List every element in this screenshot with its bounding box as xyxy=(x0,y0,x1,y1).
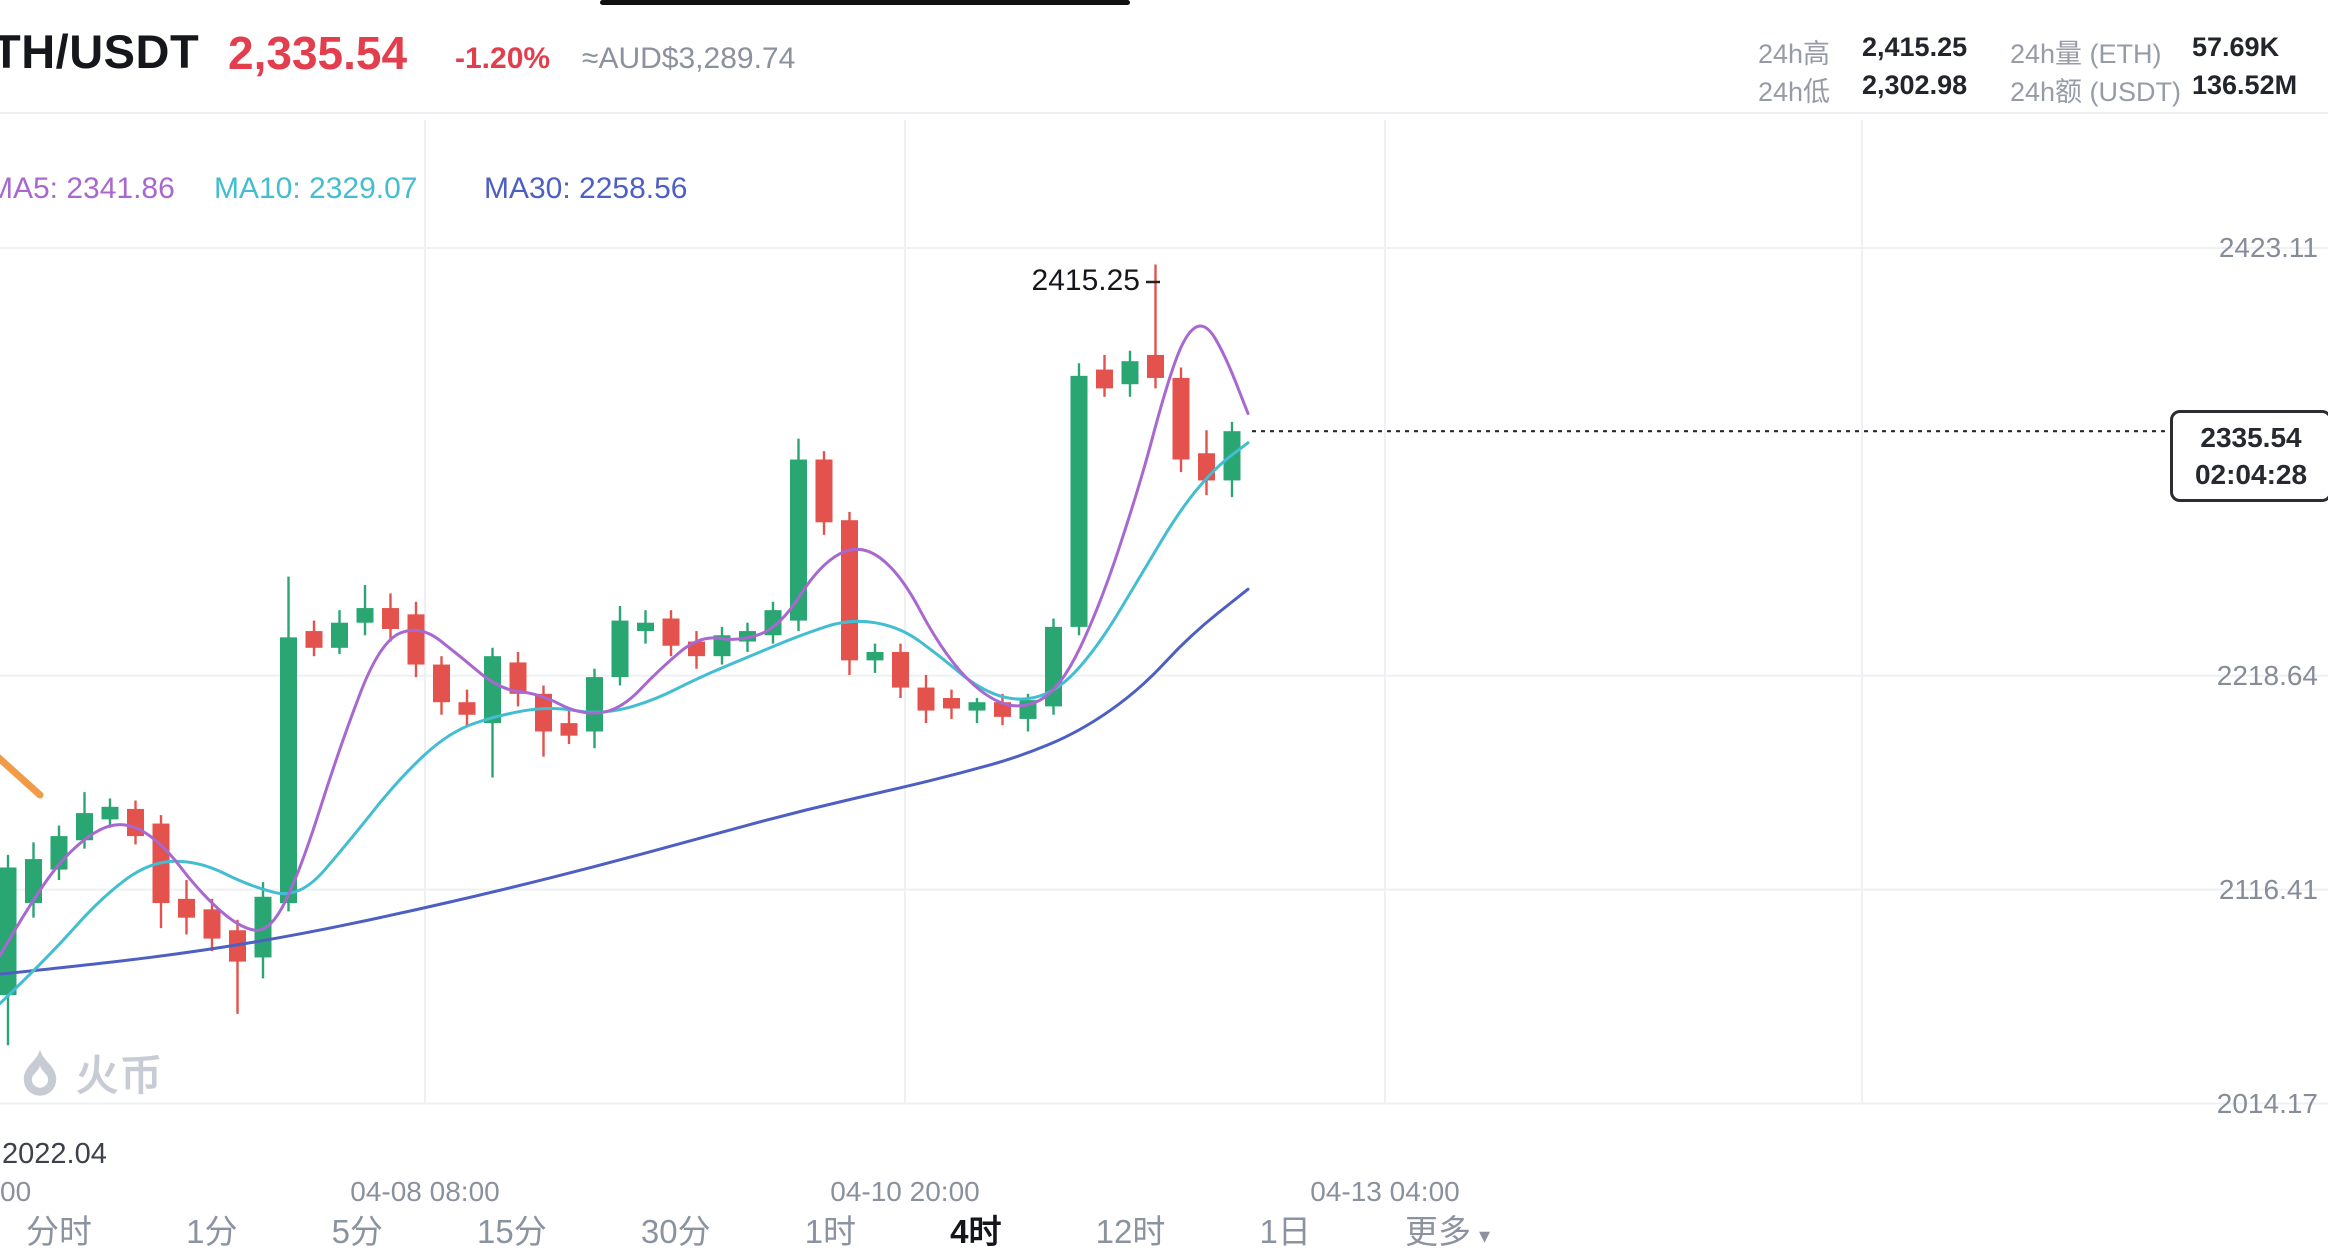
tab-5min[interactable]: 5分 xyxy=(331,1213,383,1250)
y-axis-label: 2116.41 xyxy=(2218,874,2318,905)
tab-timeshare[interactable]: 分时 xyxy=(26,1213,92,1250)
timeframe-tabs: 分时 1分 5分 15分 30分 1时 4时 12时 1日 更多 ▾ xyxy=(0,1198,1516,1260)
x-axis-label: 00 xyxy=(0,1176,32,1207)
tab-15min[interactable]: 15分 xyxy=(477,1213,547,1250)
stat-24h-high-label: 24h高 xyxy=(1758,39,1831,69)
x-axis-year-label: 2022.04 xyxy=(2,1138,107,1170)
tab-1min[interactable]: 1分 xyxy=(186,1213,238,1250)
candle-countdown: 02:04:28 xyxy=(2194,459,2308,490)
chevron-down-icon: ▾ xyxy=(1478,1223,1490,1248)
price-change-percent: -1.20% xyxy=(455,42,551,75)
ma5-legend: MA5: 2341.86 xyxy=(0,172,175,205)
stat-24h-turnover-value: 136.52M xyxy=(2192,70,2298,100)
stat-24h-turnover-label: 24h额 (USDT) xyxy=(2010,77,2182,107)
high-price-annotation: 2415.25 xyxy=(1031,264,1140,297)
x-axis-label: 04-13 04:00 xyxy=(1310,1176,1460,1207)
watermark-text: 火币 xyxy=(76,1052,165,1099)
stat-24h-volume-label: 24h量 (ETH) xyxy=(2010,39,2162,69)
tab-more[interactable]: 更多 ▾ xyxy=(1405,1205,1490,1253)
y-axis-label: 2218.64 xyxy=(2216,660,2318,691)
stat-24h-high-value: 2,415.25 xyxy=(1862,32,1968,62)
stat-24h-volume-value: 57.69K xyxy=(2192,32,2280,62)
fiat-equivalent: ≈AUD$3,289.74 xyxy=(582,42,796,75)
tab-4hour[interactable]: 4时 xyxy=(950,1213,1002,1250)
current-price-value: 2335.54 xyxy=(2200,422,2302,453)
tab-1day[interactable]: 1日 xyxy=(1259,1213,1311,1250)
tab-more-label: 更多 xyxy=(1404,1213,1471,1250)
stat-24h-low-label: 24h低 xyxy=(1758,77,1831,107)
current-price-box: 2335.54 02:04:28 xyxy=(2170,410,2328,502)
x-axis-label: 04-10 20:00 xyxy=(830,1176,980,1207)
tab-12hour[interactable]: 12时 xyxy=(1095,1213,1166,1250)
x-axis-label: 04-08 08:00 xyxy=(350,1176,500,1207)
flame-logo-icon xyxy=(23,1048,57,1096)
y-axis-label: 2014.17 xyxy=(2216,1088,2318,1119)
last-price: 2,335.54 xyxy=(228,27,408,79)
tab-30min[interactable]: 30分 xyxy=(640,1213,711,1250)
ma10-legend: MA10: 2329.07 xyxy=(214,172,418,205)
ma30-legend: MA30: 2258.56 xyxy=(484,172,688,205)
top-divider xyxy=(600,0,1130,5)
tab-1hour[interactable]: 1时 xyxy=(804,1213,857,1250)
exchange-watermark: 火币 xyxy=(14,1042,164,1103)
stat-24h-low-value: 2,302.98 xyxy=(1862,70,1968,100)
symbol-title: TH/USDT xyxy=(0,25,200,78)
y-axis-label: 2423.11 xyxy=(2218,232,2318,263)
